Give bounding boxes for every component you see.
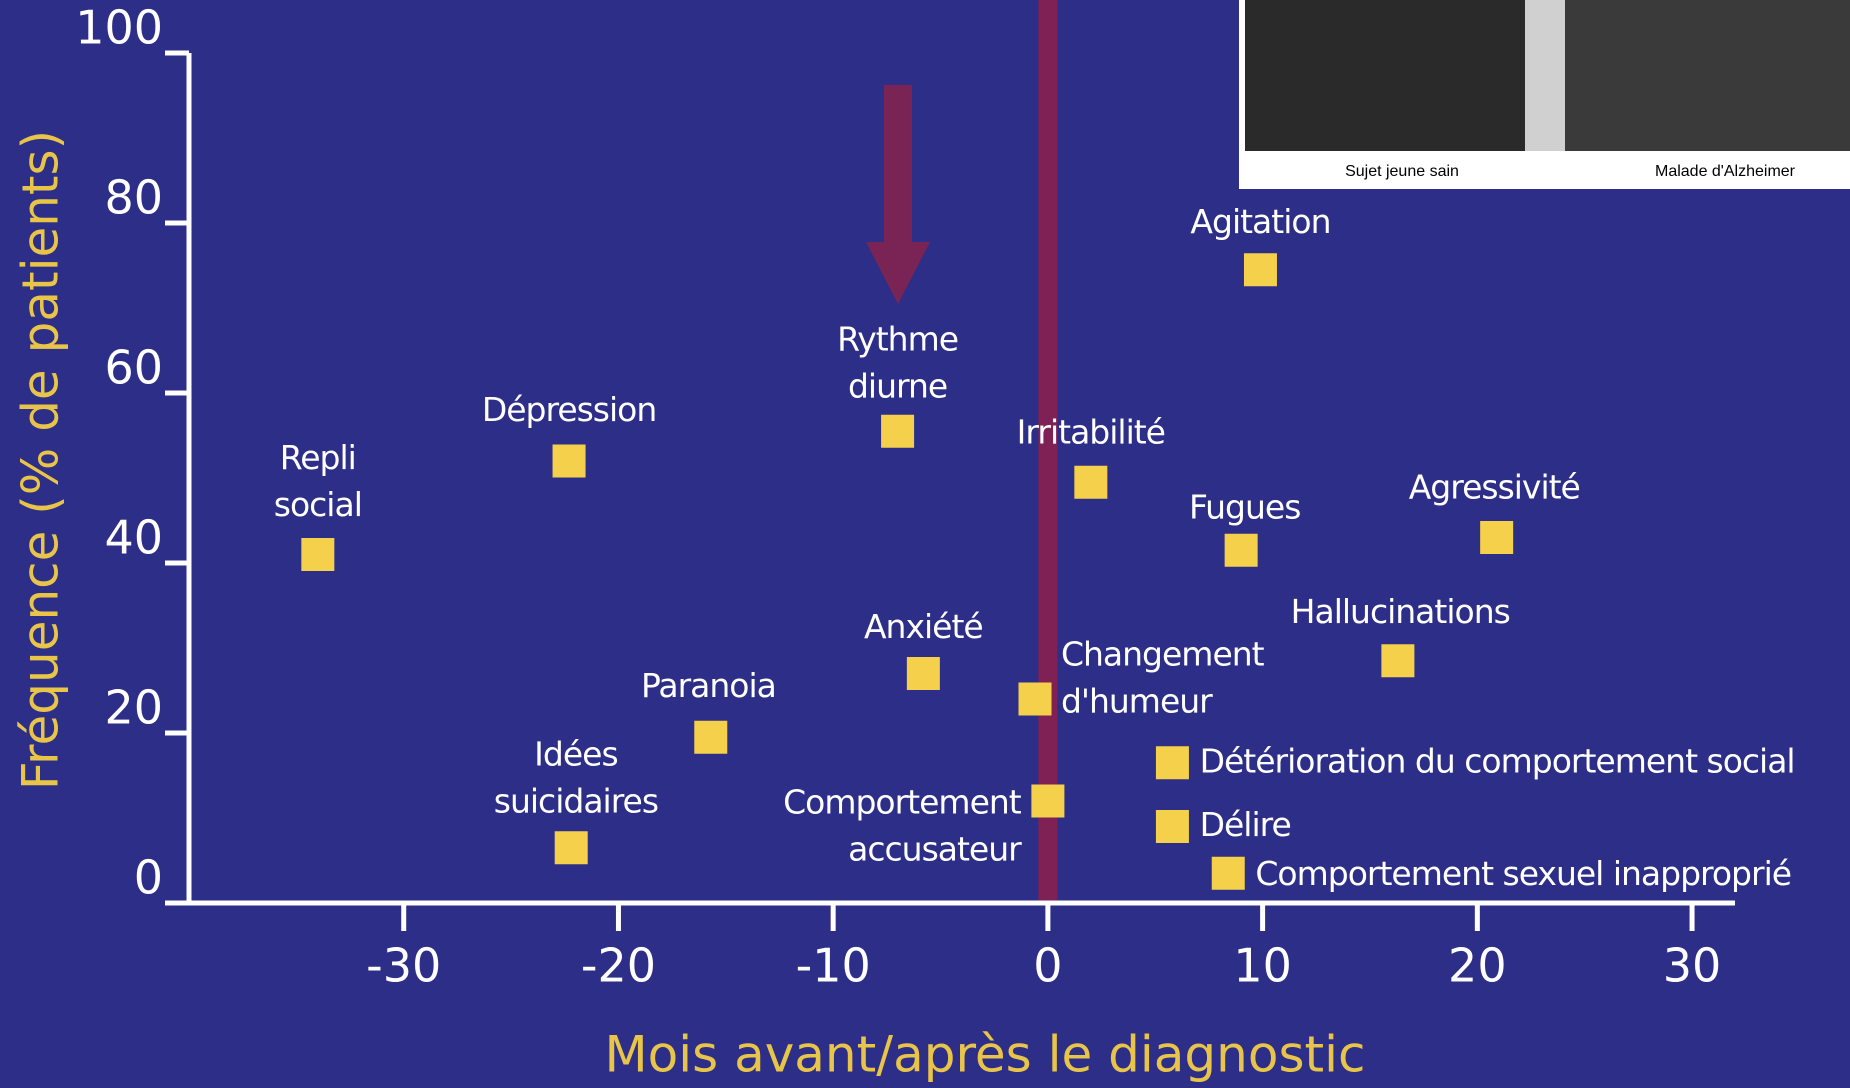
point-label: Détérioration du comportement social bbox=[1200, 741, 1795, 780]
data-point bbox=[1244, 253, 1277, 286]
data-point bbox=[1225, 534, 1258, 567]
inset-caption: Malade d'Alzheimer bbox=[1655, 163, 1796, 180]
data-point bbox=[1031, 785, 1064, 818]
arrow-shaft bbox=[884, 85, 912, 245]
x-tick-label: -30 bbox=[366, 939, 441, 993]
point-label: Paranoia bbox=[641, 666, 776, 705]
x-tick-label: -10 bbox=[796, 939, 871, 993]
data-point bbox=[1381, 644, 1414, 677]
x-tick-label: 30 bbox=[1663, 939, 1722, 993]
point-label: Délire bbox=[1200, 805, 1291, 844]
y-tick-label: 100 bbox=[75, 1, 163, 55]
chart: Sujet jeune sain Malade d'Alzheimer Mois… bbox=[0, 0, 1850, 1088]
brain-scan-gap bbox=[1525, 0, 1565, 151]
data-point bbox=[1212, 857, 1245, 890]
y-axis-title: Fréquence (% de patients) bbox=[12, 130, 70, 790]
data-point bbox=[694, 721, 727, 754]
point-label: Fugues bbox=[1189, 487, 1300, 526]
data-point bbox=[553, 445, 586, 478]
x-tick-label: 0 bbox=[1033, 939, 1062, 993]
y-tick-label: 40 bbox=[104, 511, 163, 565]
data-point bbox=[1480, 521, 1513, 554]
x-tick-label: 20 bbox=[1448, 939, 1507, 993]
inset-caption: Sujet jeune sain bbox=[1345, 163, 1459, 180]
point-label: Anxiété bbox=[864, 607, 983, 646]
point-label: Comportement sexuel inapproprié bbox=[1255, 854, 1791, 893]
point-label: Irritabilité bbox=[1017, 412, 1165, 451]
data-point bbox=[1019, 683, 1052, 716]
point-label: Agressivité bbox=[1409, 468, 1580, 507]
brain-scan bbox=[1565, 0, 1850, 151]
data-point bbox=[907, 657, 940, 690]
data-point bbox=[555, 831, 588, 864]
brain-scan bbox=[1245, 0, 1525, 151]
data-point bbox=[1156, 810, 1189, 843]
y-tick-label: 20 bbox=[104, 681, 163, 735]
point-label: Hallucinations bbox=[1291, 592, 1510, 631]
x-tick-label: 10 bbox=[1233, 939, 1292, 993]
x-tick-label: -20 bbox=[581, 939, 656, 993]
inset-image: Sujet jeune sain Malade d'Alzheimer bbox=[1239, 0, 1850, 189]
y-tick-label: 80 bbox=[104, 171, 163, 225]
data-point bbox=[1156, 746, 1189, 779]
point-label: Agitation bbox=[1190, 202, 1330, 241]
y-tick-label: 60 bbox=[104, 341, 163, 395]
data-point bbox=[1074, 466, 1107, 499]
data-point bbox=[301, 538, 334, 571]
y-tick-label: 0 bbox=[134, 851, 163, 905]
point-label: Dépression bbox=[482, 390, 656, 429]
x-axis-title: Mois avant/après le diagnostic bbox=[605, 1026, 1366, 1084]
data-point bbox=[881, 415, 914, 448]
